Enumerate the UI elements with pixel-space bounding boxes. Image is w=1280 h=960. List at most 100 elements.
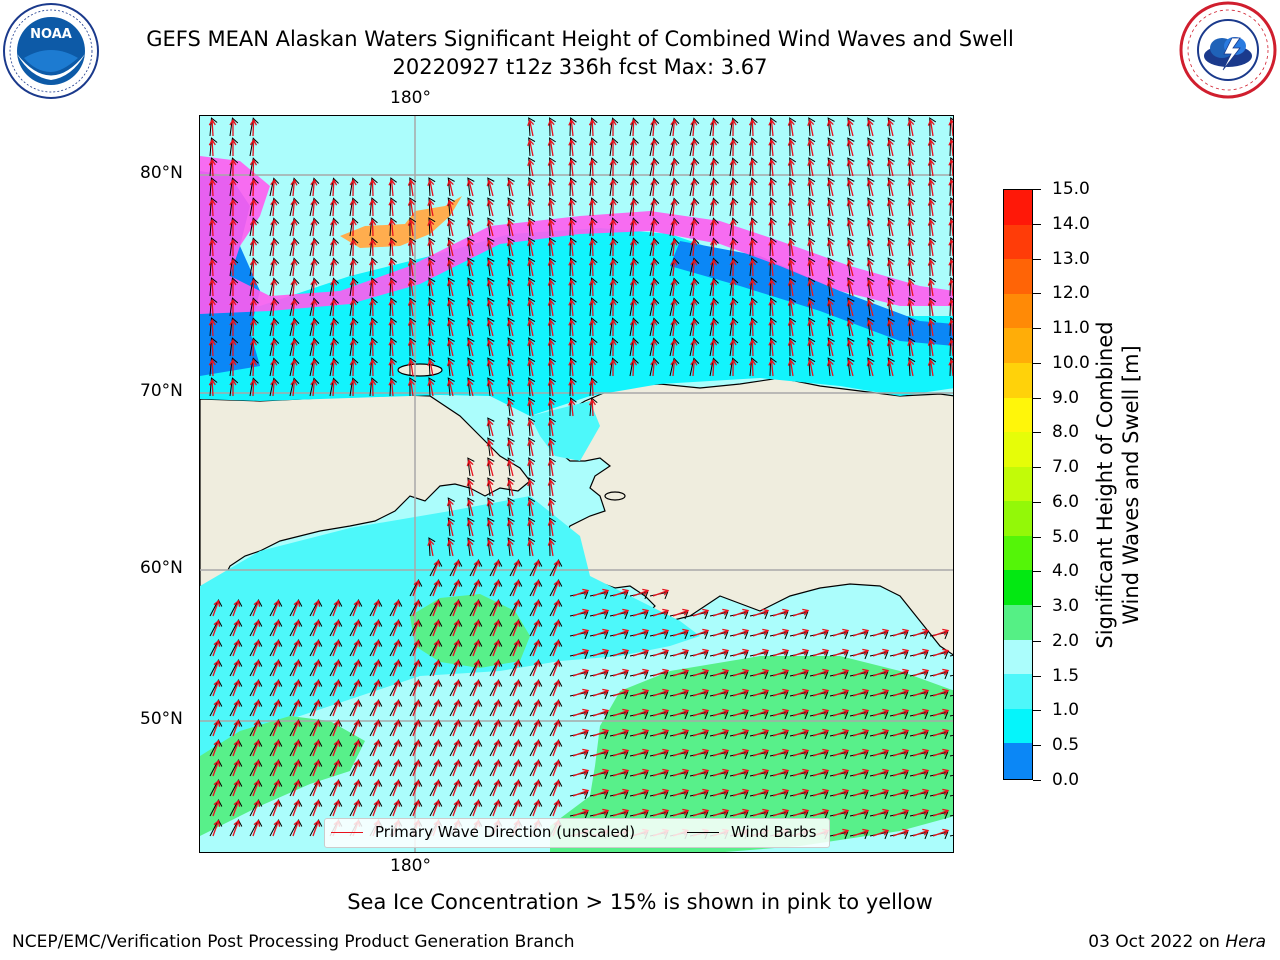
wave-direction-arrow: [948, 338, 953, 357]
wind-barb: [249, 799, 263, 817]
wave-direction-arrow: [208, 378, 216, 397]
wind-barb: [669, 137, 680, 157]
wave-direction-arrow: [349, 218, 357, 237]
wave-direction-arrow: [252, 819, 261, 837]
wave-direction-arrow: [272, 739, 281, 757]
wind-barb: [867, 237, 875, 257]
wave-direction-arrow: [612, 608, 630, 617]
wave-direction-arrow: [229, 198, 237, 217]
wave-direction-arrow: [527, 459, 535, 477]
wind-barb: [769, 197, 777, 217]
wind-barb: [329, 277, 339, 297]
wave-direction-arrow: [690, 118, 698, 137]
wave-direction-arrow: [592, 688, 610, 697]
wave-direction-arrow: [629, 118, 638, 137]
wind-barb: [887, 297, 895, 317]
wave-direction-arrow: [612, 588, 630, 597]
wave-direction-arrow: [629, 358, 638, 377]
wave-direction-arrow: [670, 138, 678, 157]
nws-logo: [1178, 0, 1278, 100]
wind-barb: [507, 497, 515, 517]
wave-direction-arrow: [812, 648, 830, 657]
wave-direction-arrow: [752, 748, 770, 757]
wave-direction-arrow: [532, 779, 541, 797]
wave-direction-arrow: [932, 628, 950, 637]
wave-direction-arrow: [330, 258, 338, 277]
wind-barb: [428, 337, 436, 357]
wind-barb: [289, 739, 303, 757]
wave-direction-arrow: [547, 238, 555, 257]
wave-direction-arrow: [670, 238, 678, 257]
wind-barb: [769, 357, 777, 377]
wave-direction-arrow: [866, 219, 874, 237]
wave-direction-arrow: [872, 828, 890, 837]
wave-direction-arrow: [312, 619, 321, 637]
wind-barb: [329, 357, 339, 377]
wave-direction-arrow: [432, 619, 441, 637]
wave-direction-arrow: [912, 748, 930, 757]
wave-direction-arrow: [388, 358, 396, 377]
wind-barb: [289, 297, 300, 317]
wave-direction-arrow: [846, 219, 854, 237]
wave-direction-arrow: [452, 699, 461, 717]
wave-direction-arrow: [629, 258, 638, 277]
colorbar-segment: [1004, 224, 1032, 261]
wave-direction-arrow: [886, 279, 894, 297]
wind-barb: [229, 137, 239, 157]
wave-direction-arrow: [547, 118, 555, 137]
wave-direction-arrow: [652, 648, 670, 657]
wave-direction-arrow: [369, 198, 377, 217]
wave-direction-arrow: [568, 258, 576, 277]
wave-direction-arrow: [486, 319, 494, 337]
wind-barb: [649, 177, 660, 197]
wave-direction-arrow: [330, 198, 338, 217]
wave-direction-arrow: [872, 748, 890, 757]
colorbar-segment: [1004, 743, 1032, 779]
wind-barb: [929, 177, 937, 197]
wave-direction-arrow: [886, 339, 894, 357]
wave-direction-arrow: [846, 159, 854, 177]
wave-direction-arrow: [650, 178, 658, 197]
wave-direction-arrow: [229, 378, 237, 397]
wave-direction-arrow: [807, 219, 815, 237]
wind-barb: [629, 197, 639, 217]
colorbar-segment: [1004, 190, 1032, 226]
wind-barb: [827, 217, 835, 237]
wind-barb: [949, 277, 953, 297]
wind-barb: [249, 277, 259, 297]
wave-direction-arrow: [650, 358, 658, 377]
wave-direction-arrow: [486, 439, 494, 457]
wave-direction-arrow: [907, 279, 915, 297]
wave-direction-arrow: [532, 739, 541, 757]
wind-barb: [589, 397, 598, 417]
wave-direction-arrow: [232, 799, 241, 817]
wind-barb: [709, 177, 719, 197]
wave-direction-arrow: [892, 828, 910, 837]
wave-direction-arrow: [372, 599, 381, 617]
wave-direction-arrow: [690, 218, 698, 237]
wave-direction-arrow: [249, 358, 258, 377]
wave-direction-arrow: [826, 179, 834, 197]
wave-direction-arrow: [629, 178, 638, 197]
wave-direction-arrow: [807, 359, 815, 377]
wind-barb: [949, 297, 953, 317]
colorbar-tick-mark: [1033, 571, 1041, 573]
wave-direction-arrow: [612, 788, 630, 797]
colorbar-segment: [1004, 328, 1032, 364]
wind-barb: [487, 257, 495, 277]
wave-direction-arrow: [486, 419, 494, 437]
wind-barb: [329, 779, 343, 797]
colorbar-tick-mark: [1033, 536, 1041, 538]
wave-direction-arrow: [692, 668, 710, 677]
wave-direction-arrow: [748, 118, 757, 137]
wave-direction-arrow: [832, 668, 850, 677]
wind-barb: [229, 317, 239, 337]
wind-barb: [709, 357, 719, 377]
wave-direction-arrow: [208, 318, 216, 337]
wave-direction-arrow: [252, 799, 261, 817]
wave-direction-arrow: [710, 158, 718, 177]
wave-direction-arrow: [692, 768, 710, 777]
wind-barb: [729, 137, 739, 157]
wave-direction-arrow: [872, 728, 890, 737]
wave-direction-arrow: [948, 198, 953, 217]
